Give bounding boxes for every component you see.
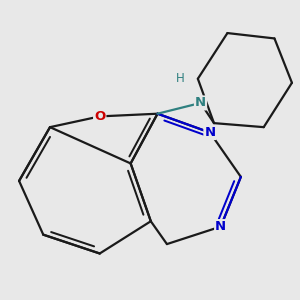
Text: O: O — [94, 110, 105, 123]
Text: N: N — [215, 220, 226, 233]
Text: N: N — [204, 126, 215, 139]
Text: N: N — [195, 97, 206, 110]
Text: H: H — [176, 72, 185, 85]
